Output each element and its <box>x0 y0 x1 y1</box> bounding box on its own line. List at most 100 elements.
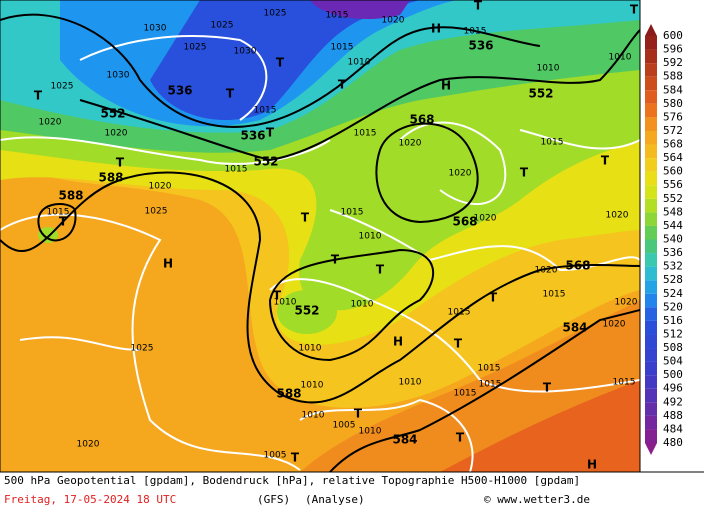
legend-label: 596 <box>663 43 683 56</box>
map-label: 1020 <box>603 320 626 330</box>
map-label: 1015 <box>331 43 354 53</box>
color-swatch <box>645 117 657 131</box>
map-label: 1010 <box>274 298 297 308</box>
legend-label: 580 <box>663 97 683 110</box>
map-label: 1020 <box>615 298 638 308</box>
footer-run: (Analyse) <box>305 493 365 506</box>
color-swatch <box>645 415 657 430</box>
color-swatch <box>645 130 657 145</box>
color-swatch <box>645 253 657 267</box>
map-label: 1025 <box>51 82 74 92</box>
color-swatch <box>645 239 657 254</box>
map-label: T <box>354 407 363 421</box>
color-swatch <box>645 103 657 118</box>
map-label: T <box>301 211 310 225</box>
legend-label: 512 <box>663 327 683 340</box>
map-label: 1015 <box>613 378 636 388</box>
legend-label: 496 <box>663 382 683 395</box>
map-label: 1020 <box>399 139 422 149</box>
legend-label: 492 <box>663 395 683 408</box>
legend-label: 556 <box>663 178 683 191</box>
map-label: 1030 <box>107 71 130 81</box>
color-swatch <box>645 158 657 172</box>
color-swatch <box>645 307 657 321</box>
map-label: 552 <box>528 87 553 101</box>
footer-description: 500 hPa Geopotential [gpdam], Bodendruck… <box>4 474 580 487</box>
map-label: H <box>393 335 403 349</box>
map-label: 1015 <box>225 165 248 175</box>
map-label: T <box>456 431 465 445</box>
map-label: 1010 <box>609 53 632 63</box>
map-label: 1010 <box>351 300 374 310</box>
geopotential-contours <box>0 13 640 472</box>
map-label: T <box>116 156 125 170</box>
map-label: 1005 <box>264 451 287 461</box>
map-label: 588 <box>276 387 301 401</box>
color-swatch <box>645 266 657 281</box>
color-swatch <box>645 388 657 403</box>
color-swatch <box>645 90 657 104</box>
legend-label: 524 <box>663 287 683 300</box>
map-label: 1020 <box>382 16 405 26</box>
map-label: 1020 <box>39 118 62 128</box>
legend-label: 508 <box>663 341 683 354</box>
footer-date: Freitag, 17-05-2024 18 UTC <box>4 493 176 506</box>
legend-label: 588 <box>663 70 683 83</box>
map-label: 1010 <box>359 232 382 242</box>
map-label: T <box>266 126 275 140</box>
map-label: 1015 <box>47 208 70 218</box>
footer-credit: © www.wetter3.de <box>484 493 590 506</box>
legend-label: 488 <box>663 409 683 422</box>
map-label: 568 <box>565 259 590 273</box>
isobars <box>0 35 640 472</box>
legend-label: 540 <box>663 233 683 246</box>
map-label: 536 <box>240 129 265 143</box>
map-label: 1005 <box>333 421 356 431</box>
legend-label: 536 <box>663 246 683 259</box>
map-label: T <box>338 78 347 92</box>
legend-label: 480 <box>663 436 683 449</box>
color-swatch <box>645 429 657 443</box>
color-swatch <box>645 320 657 335</box>
map-label: 1015 <box>448 308 471 318</box>
footer-model: (GFS) <box>257 493 290 506</box>
color-swatch <box>645 144 657 159</box>
map-label: 1025 <box>145 207 168 217</box>
map-label: 1025 <box>184 43 207 53</box>
color-swatch <box>645 225 657 240</box>
legend-label: 516 <box>663 314 683 327</box>
map-label: 588 <box>98 171 123 185</box>
color-swatch <box>645 63 657 77</box>
map-label: 1010 <box>299 344 322 354</box>
map-label: 1015 <box>464 27 487 37</box>
color-swatch <box>645 76 657 91</box>
legend-arrow <box>645 24 657 36</box>
map-label: 1020 <box>149 182 172 192</box>
map-label: T <box>273 289 282 303</box>
map-label: 1015 <box>543 290 566 300</box>
map-label: H <box>163 257 173 271</box>
legend-label: 552 <box>663 192 683 205</box>
map-label: 1010 <box>302 411 325 421</box>
map-label: 1020 <box>449 169 472 179</box>
map-label: 552 <box>100 107 125 121</box>
map-label: 1020 <box>474 214 497 224</box>
legend-label: 520 <box>663 300 683 313</box>
map-label: T <box>601 154 610 168</box>
map-label: T <box>474 0 483 13</box>
field <box>310 0 410 20</box>
map-label: 1010 <box>348 58 371 68</box>
field <box>440 380 640 472</box>
color-swatch <box>645 402 657 416</box>
map-label: T <box>331 253 340 267</box>
map-label: H <box>431 22 441 36</box>
legend-label: 548 <box>663 205 683 218</box>
legend-label: 560 <box>663 165 683 178</box>
legend-label: 592 <box>663 56 683 69</box>
legend-label: 600 <box>663 29 683 42</box>
map-label: T <box>34 89 43 103</box>
map-label: 584 <box>392 433 417 447</box>
map-label: 1020 <box>77 440 100 450</box>
map-label: 1015 <box>454 389 477 399</box>
map-label: 536 <box>468 39 493 53</box>
